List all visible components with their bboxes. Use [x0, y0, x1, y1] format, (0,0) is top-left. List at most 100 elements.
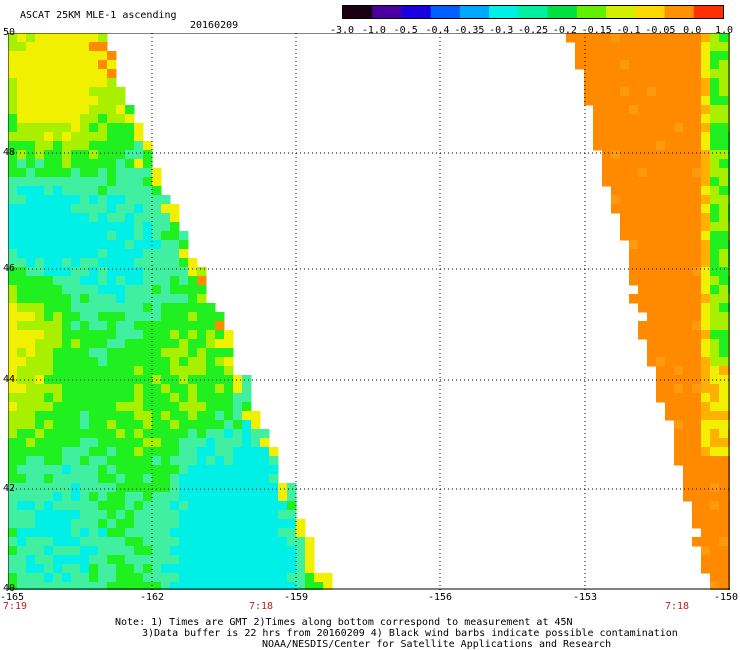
- swath-cell: [98, 267, 108, 277]
- swath-cell: [152, 339, 162, 349]
- swath-cell: [80, 69, 90, 79]
- swath-cell: [260, 492, 270, 502]
- swath-cell: [710, 564, 720, 574]
- swath-cell: [701, 447, 711, 457]
- swath-cell: [107, 51, 117, 61]
- swath-cell: [683, 447, 693, 457]
- swath-cell: [44, 195, 54, 205]
- swath-cell: [215, 573, 225, 583]
- swath-cell: [287, 519, 297, 529]
- swath-cell: [683, 456, 693, 466]
- swath-cell: [620, 78, 630, 88]
- swath-cell: [701, 510, 711, 520]
- swath-cell: [719, 78, 729, 88]
- swath-cell: [206, 366, 216, 376]
- swath-cell: [296, 564, 306, 574]
- swath-cell: [107, 582, 117, 590]
- swath-cell: [683, 348, 693, 358]
- swath-cell: [197, 375, 207, 385]
- swath-cell: [35, 357, 45, 367]
- swath-cell: [152, 249, 162, 259]
- colorbar-label: 0.0: [683, 25, 702, 36]
- swath-cell: [692, 96, 702, 106]
- swath-cell: [53, 177, 63, 187]
- swath-cell: [269, 456, 279, 466]
- swath-cell: [665, 393, 675, 403]
- swath-cell: [692, 249, 702, 259]
- swath-cell: [17, 105, 27, 115]
- swath-cell: [17, 186, 27, 196]
- swath-cell: [35, 42, 45, 52]
- swath-cell: [710, 159, 720, 169]
- swath-cell: [134, 267, 144, 277]
- swath-cell: [710, 285, 720, 295]
- swath-cell: [584, 33, 594, 43]
- swath-cell: [593, 123, 603, 133]
- swath-cell: [71, 177, 81, 187]
- swath-cell: [152, 240, 162, 250]
- swath-cell: [224, 411, 234, 421]
- swath-cell: [224, 357, 234, 367]
- swath-cell: [80, 60, 90, 70]
- colorbar-label: -1.0: [361, 25, 386, 36]
- swath-cell: [89, 294, 99, 304]
- swath-cell: [71, 474, 81, 484]
- swath-cell: [44, 501, 54, 511]
- swath-cell: [179, 564, 189, 574]
- swath-cell: [692, 447, 702, 457]
- swath-cell: [44, 78, 54, 88]
- swath-cell: [143, 303, 153, 313]
- swath-cell: [179, 330, 189, 340]
- swath-cell: [35, 537, 45, 547]
- swath-cell: [98, 60, 108, 70]
- swath-cell: [683, 141, 693, 151]
- swath-cell: [719, 330, 729, 340]
- swath-cell: [8, 564, 18, 574]
- swath-cell: [701, 78, 711, 88]
- swath-cell: [107, 456, 117, 466]
- swath-cell: [89, 249, 99, 259]
- swath-cell: [35, 114, 45, 124]
- swath-cell: [107, 321, 117, 331]
- swath-cell: [62, 213, 72, 223]
- swath-cell: [692, 240, 702, 250]
- swath-cell: [170, 339, 180, 349]
- swath-cell: [224, 519, 234, 529]
- swath-cell: [629, 42, 639, 52]
- swath-cell: [179, 582, 189, 590]
- swath-cell: [134, 429, 144, 439]
- swath-cell: [35, 60, 45, 70]
- swath-cell: [53, 321, 63, 331]
- swath-cell: [242, 528, 252, 538]
- swath-cell: [107, 249, 117, 259]
- note-line-3: NOAA/NESDIS/Center for Satellite Applica…: [262, 639, 612, 650]
- swath-cell: [62, 294, 72, 304]
- swath-cell: [656, 348, 666, 358]
- swath-cell: [638, 51, 648, 61]
- swath-cell: [305, 546, 315, 556]
- swath-cell: [143, 258, 153, 268]
- swath-cell: [665, 123, 675, 133]
- swath-cell: [242, 573, 252, 583]
- swath-cell: [701, 276, 711, 286]
- swath-cell: [278, 501, 288, 511]
- swath-cell: [53, 258, 63, 268]
- swath-cell: [602, 78, 612, 88]
- swath-cell: [26, 312, 36, 322]
- swath-cell: [206, 321, 216, 331]
- swath-cell: [26, 186, 36, 196]
- swath-cell: [107, 402, 117, 412]
- swath-cell: [656, 204, 666, 214]
- swath-cell: [197, 510, 207, 520]
- swath-cell: [215, 492, 225, 502]
- swath-cell: [143, 456, 153, 466]
- swath-cell: [80, 447, 90, 457]
- swath-cell: [593, 33, 603, 43]
- swath-cell: [8, 393, 18, 403]
- swath-cell: [62, 276, 72, 286]
- swath-cell: [134, 465, 144, 475]
- swath-cell: [107, 447, 117, 457]
- swath-cell: [683, 357, 693, 367]
- swath-cell: [17, 573, 27, 583]
- swath-cell: [215, 519, 225, 529]
